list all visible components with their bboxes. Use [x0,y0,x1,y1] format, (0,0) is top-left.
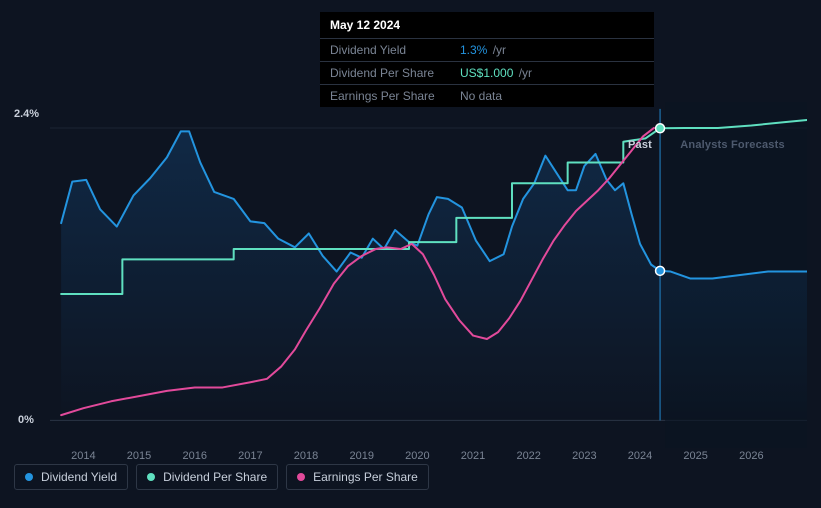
x-tick: 2024 [628,450,652,462]
legend-dot-icon [297,473,305,481]
tooltip-row-label: Dividend Per Share [330,66,450,80]
chart-area[interactable]: 2.4% 0% Past Analysts Forecasts 20142015… [14,102,807,448]
legend-item-dividend_per_share[interactable]: Dividend Per Share [136,464,278,490]
tooltip-row-label: Dividend Yield [330,43,450,57]
x-tick: 2023 [572,450,596,462]
y-axis-max-label: 2.4% [14,108,39,120]
x-tick: 2016 [182,450,206,462]
tooltip-row-value: US$1.000 /yr [460,66,532,80]
tooltip-row-label: Earnings Per Share [330,89,450,103]
chart-tooltip: May 12 2024 Dividend Yield1.3% /yrDivide… [320,12,654,107]
legend-item-dividend_yield[interactable]: Dividend Yield [14,464,128,490]
chart-legend: Dividend Yield Dividend Per Share Earnings… [14,464,429,490]
legend-item-earnings_per_share[interactable]: Earnings Per Share [286,464,429,490]
tooltip-row: Earnings Per Share No data [320,85,654,107]
x-tick: 2018 [294,450,318,462]
tooltip-row: Dividend Yield 1.3% /yr [320,39,654,62]
x-tick: 2025 [683,450,707,462]
legend-item-label: Earnings Per Share [313,470,418,484]
legend-dot-icon [147,473,155,481]
legend-dot-icon [25,473,33,481]
past-label: Past [628,139,652,151]
tooltip-row-value: No data [460,89,502,103]
x-tick: 2014 [71,450,95,462]
y-axis-min-label: 0% [18,414,34,426]
x-tick: 2020 [405,450,429,462]
x-tick: 2021 [461,450,485,462]
x-tick: 2019 [349,450,373,462]
marker-dividend_per_share [656,124,665,133]
marker-dividend_yield [656,266,665,275]
tooltip-row: Dividend Per Share US$1.000 /yr [320,62,654,85]
x-tick: 2022 [516,450,540,462]
forecast-label: Analysts Forecasts [680,139,784,151]
chart-plot [50,102,807,448]
x-tick: 2026 [739,450,763,462]
tooltip-row-value: 1.3% /yr [460,43,506,57]
legend-item-label: Dividend Per Share [163,470,267,484]
tooltip-date: May 12 2024 [320,12,654,39]
x-tick: 2017 [238,450,262,462]
x-tick: 2015 [127,450,151,462]
legend-item-label: Dividend Yield [41,470,117,484]
